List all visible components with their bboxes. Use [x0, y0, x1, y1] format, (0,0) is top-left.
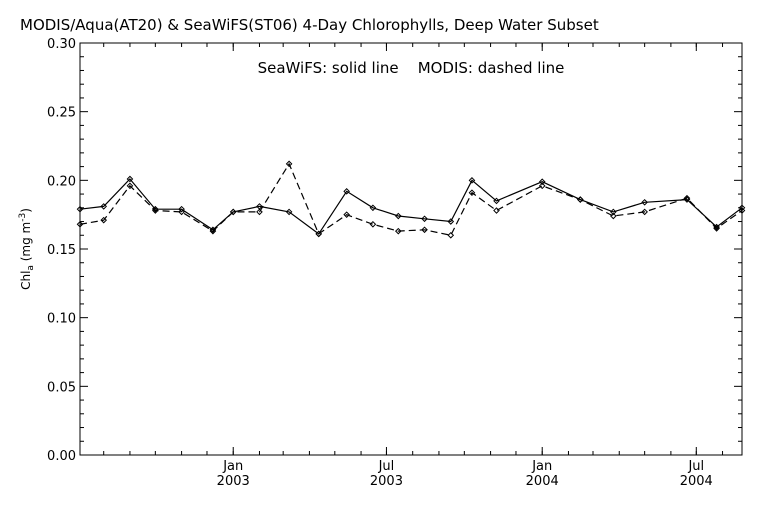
data-point-modis [421, 226, 428, 234]
x-tick-year: 2003 [217, 474, 250, 489]
x-tick-year: 2003 [370, 474, 403, 489]
data-point-modis [468, 189, 476, 197]
data-point-modis [126, 182, 134, 190]
data-point-seawifs [468, 177, 476, 184]
data-point-modis [100, 216, 108, 224]
data-point-modis [343, 211, 350, 218]
data-point-modis [256, 208, 263, 216]
data-point-modis [178, 208, 185, 216]
y-axis-label-main: Chl [19, 271, 33, 290]
y-axis-label-close: ) [19, 208, 33, 213]
y-tick-label: 0.15 [47, 243, 76, 258]
data-point-seawifs [641, 198, 648, 206]
data-point-seawifs [76, 205, 84, 213]
data-point-modis [369, 220, 377, 228]
data-point-modis [394, 227, 402, 235]
data-point-seawifs [178, 205, 185, 213]
data-point-modis [209, 227, 217, 235]
series-line-modis [79, 162, 743, 236]
y-axis: 0.00 0.05 0.10 0.15 0.20 0.25 0.30 [47, 37, 742, 464]
data-point-modis [493, 207, 500, 214]
data-point-modis [152, 207, 159, 214]
data-point-modis [641, 208, 648, 216]
y-tick-label: 0.10 [47, 312, 76, 327]
x-tick-month: Jan [222, 459, 243, 474]
data-point-modis [713, 225, 720, 232]
chart-title: MODIS/Aqua(AT20) & SeaWiFS(ST06) 4-Day C… [20, 16, 599, 34]
data-point-seawifs [126, 175, 134, 183]
data-point-seawifs [493, 197, 500, 205]
series-layer [76, 160, 746, 239]
data-point-modis [315, 230, 323, 238]
x-tick-month: Jul [378, 459, 395, 474]
data-point-seawifs [421, 215, 428, 223]
y-axis-label: Chla (mg m-3) [18, 208, 36, 290]
y-tick-label: 0.30 [47, 37, 76, 52]
data-point-modis [538, 182, 546, 190]
data-point-modis [683, 194, 691, 202]
series-line-seawifs [79, 178, 743, 235]
y-tick-label: 0.00 [47, 449, 76, 464]
data-point-seawifs [447, 218, 455, 225]
y-axis-label-sub: a [26, 265, 36, 271]
x-tick-month: Jul [687, 459, 704, 474]
x-tick-month: Jan [531, 459, 552, 474]
y-tick-label: 0.05 [47, 380, 76, 395]
data-point-seawifs [738, 204, 746, 212]
data-point-seawifs [100, 203, 108, 210]
plot-frame [79, 42, 743, 456]
legend-text: SeaWiFS: solid line MODIS: dashed line [258, 59, 565, 77]
data-point-seawifs [343, 188, 350, 195]
data-point-modis [447, 231, 455, 239]
x-tick-year: 2004 [526, 474, 559, 489]
data-point-seawifs [285, 208, 293, 216]
data-point-modis [76, 220, 84, 228]
data-point-seawifs [538, 178, 546, 186]
y-tick-label: 0.20 [47, 174, 76, 189]
y-tick-label: 0.25 [47, 106, 76, 121]
data-point-modis [285, 160, 293, 168]
y-axis-label-sup: -3 [18, 213, 28, 222]
data-point-modis [738, 207, 746, 214]
data-point-modis [577, 196, 584, 203]
y-axis-label-units: (mg m [19, 222, 33, 265]
data-point-seawifs [394, 212, 402, 220]
data-point-modis [610, 212, 617, 220]
data-point-seawifs [610, 208, 617, 216]
data-point-seawifs [369, 204, 377, 212]
x-tick-year: 2004 [680, 474, 713, 489]
data-point-modis [229, 208, 237, 216]
